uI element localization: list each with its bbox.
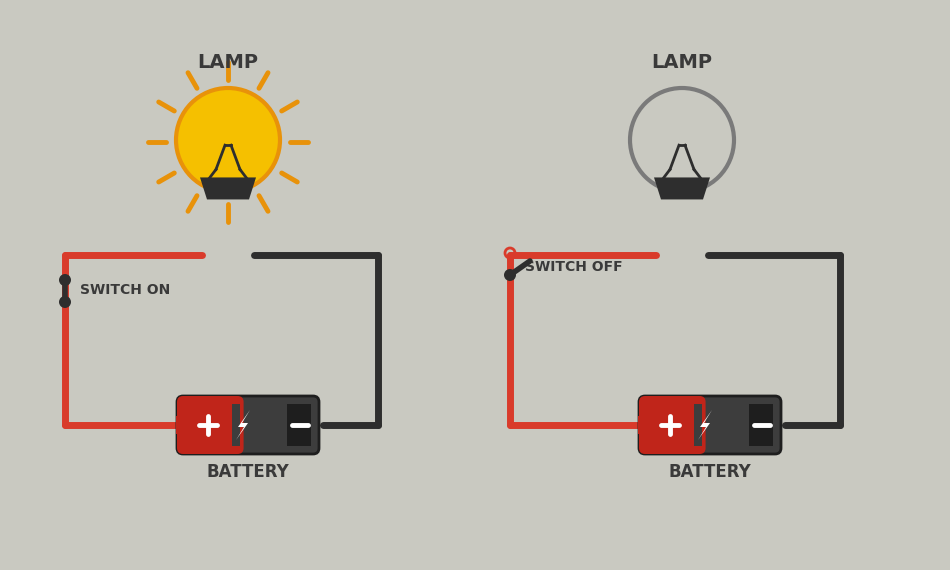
Text: SWITCH ON: SWITCH ON [80, 283, 170, 297]
FancyBboxPatch shape [177, 396, 243, 454]
FancyBboxPatch shape [639, 396, 781, 454]
Bar [176, 416, 183, 434]
Text: LAMP: LAMP [652, 52, 712, 71]
Text: BATTERY: BATTERY [207, 463, 290, 481]
Bar [287, 404, 311, 446]
Polygon shape [236, 410, 250, 440]
Text: LAMP: LAMP [198, 52, 258, 71]
Circle shape [504, 269, 516, 281]
Text: SWITCH OFF: SWITCH OFF [525, 260, 622, 274]
Circle shape [630, 88, 734, 192]
FancyBboxPatch shape [639, 396, 706, 454]
Bar [749, 404, 773, 446]
Circle shape [176, 88, 280, 192]
Polygon shape [200, 177, 256, 200]
Polygon shape [698, 410, 712, 440]
FancyBboxPatch shape [177, 396, 319, 454]
Bar [638, 416, 645, 434]
Polygon shape [654, 177, 710, 200]
Bar [232, 404, 239, 446]
Circle shape [59, 296, 71, 308]
Text: BATTERY: BATTERY [669, 463, 751, 481]
Circle shape [59, 274, 71, 286]
Bar [694, 404, 702, 446]
